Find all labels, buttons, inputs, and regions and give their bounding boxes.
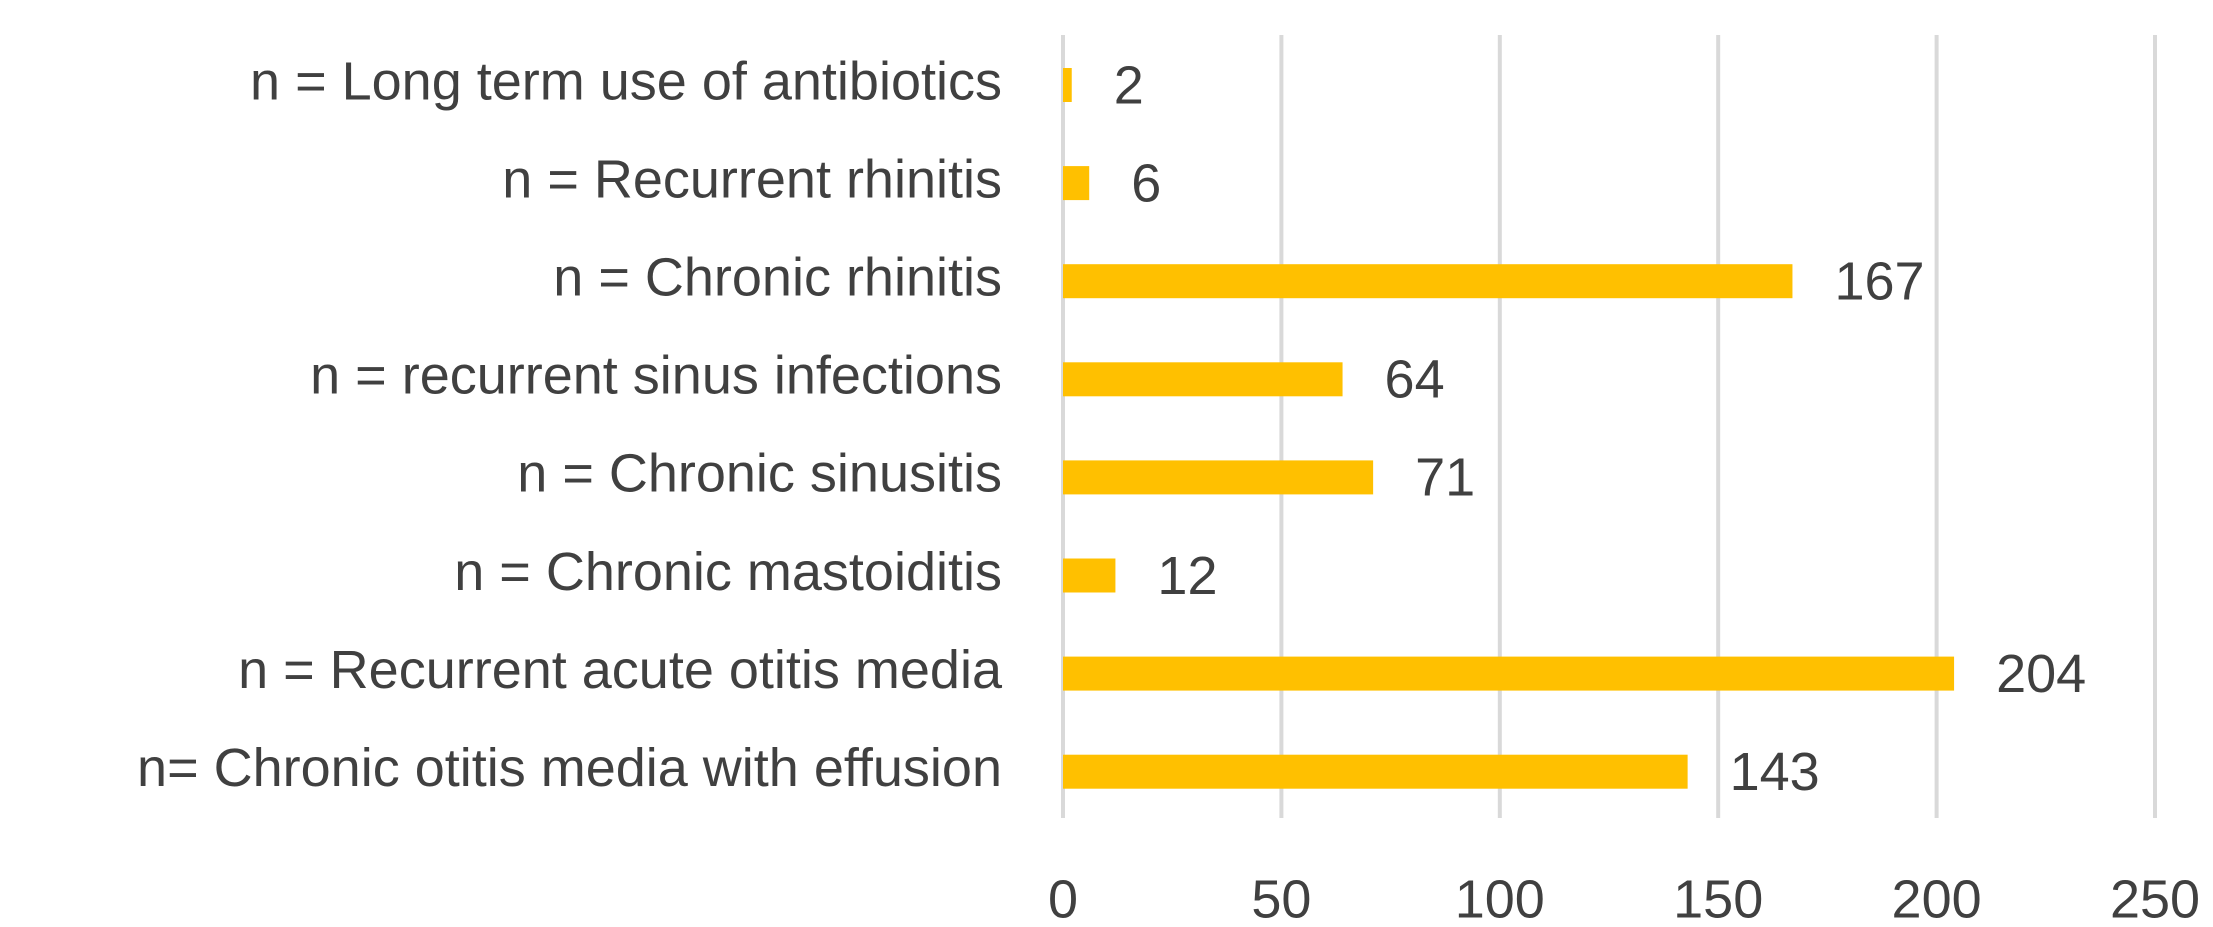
x-tick-label: 200 xyxy=(1892,869,1982,927)
value-label: 204 xyxy=(1996,644,2086,704)
value-label: 2 xyxy=(1114,55,1144,115)
bar xyxy=(1063,558,1116,593)
x-tick-label: 250 xyxy=(2110,869,2200,927)
value-label: 143 xyxy=(1730,742,1820,802)
bar xyxy=(1063,754,1688,789)
value-label: 167 xyxy=(1834,251,1924,311)
value-label: 64 xyxy=(1385,350,1445,410)
value-label: 12 xyxy=(1157,546,1217,606)
y-tick-label: n = recurrent sinus infections xyxy=(310,346,1002,406)
bar xyxy=(1063,656,1955,691)
value-label: 71 xyxy=(1415,448,1475,508)
y-tick-label: n= Chronic otitis media with effusion xyxy=(137,738,1002,798)
bar xyxy=(1063,362,1343,397)
y-tick-label: n = Recurrent acute otitis media xyxy=(238,640,1003,700)
bar xyxy=(1063,68,1072,102)
value-label: 6 xyxy=(1131,153,1161,213)
y-tick-label: n = Chronic rhinitis xyxy=(553,247,1002,307)
y-tick-label: n = Chronic mastoiditis xyxy=(454,542,1002,602)
x-tick-label: 100 xyxy=(1455,869,1545,927)
y-tick-label: n = Recurrent rhinitis xyxy=(502,149,1002,209)
y-tick-label: n = Chronic sinusitis xyxy=(517,444,1002,504)
bar xyxy=(1063,166,1090,201)
bar xyxy=(1063,460,1374,495)
x-tick-label: 150 xyxy=(1673,869,1763,927)
y-tick-label: n = Long term use of antibiotics xyxy=(250,51,1002,111)
bar xyxy=(1063,264,1793,299)
x-tick-label: 50 xyxy=(1251,869,1311,927)
x-tick-label: 0 xyxy=(1048,869,1078,927)
